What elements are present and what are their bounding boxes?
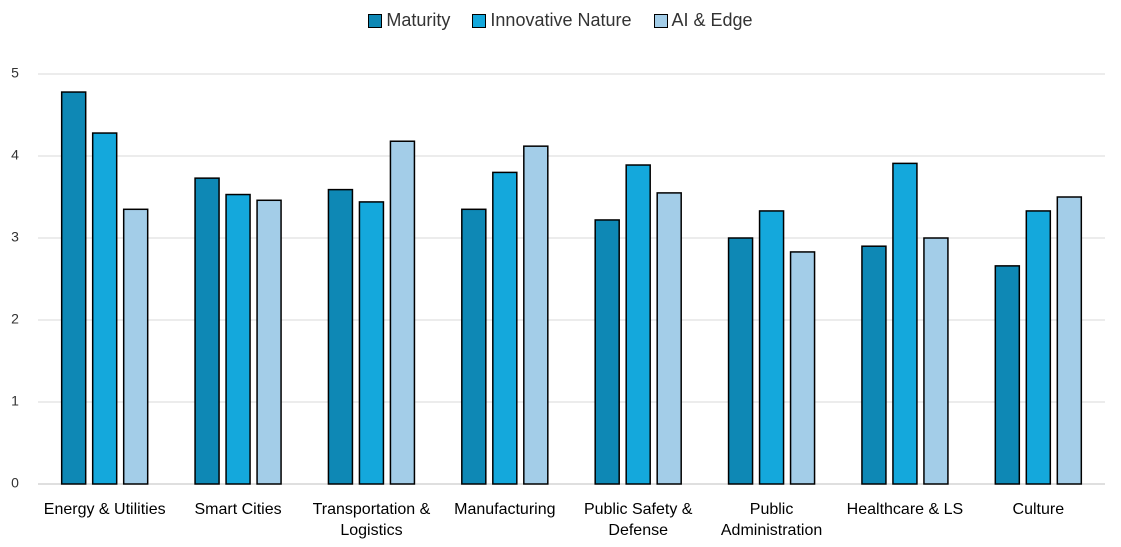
y-tick-label: 2 (11, 311, 19, 327)
bar (358, 201, 385, 485)
x-tick-label: Public Safety & Defense (583, 501, 693, 539)
bar (256, 199, 282, 485)
x-tick-label: Culture (1012, 501, 1065, 518)
bar (492, 171, 518, 485)
legend-swatch (653, 13, 668, 28)
legend-item: Innovative Nature (472, 10, 632, 31)
bar (789, 251, 816, 485)
legend-label: Innovative Nature (490, 10, 632, 30)
legend-label: Maturity (386, 10, 451, 30)
bar (727, 237, 754, 485)
bar (225, 193, 251, 485)
bar (861, 245, 887, 485)
bar (656, 192, 682, 485)
y-tick-label: 1 (11, 393, 19, 409)
x-tick-label: Public Administration (720, 501, 823, 539)
bar (461, 208, 487, 485)
bar (625, 164, 651, 485)
legend-swatch (472, 13, 487, 28)
legend-item: Maturity (368, 10, 450, 31)
x-tick-label: Smart Cities (194, 501, 282, 518)
bar (923, 237, 949, 485)
bar (523, 145, 549, 485)
bar (91, 132, 118, 485)
bar (994, 265, 1021, 485)
y-tick-label: 4 (11, 147, 19, 163)
bar (389, 140, 416, 485)
bar (60, 91, 87, 485)
y-tick-label: 5 (11, 65, 19, 81)
x-tick-label: Healthcare & LS (846, 501, 964, 518)
bar (892, 162, 918, 485)
x-tick-label: Transportation & Logistics (312, 501, 431, 539)
bar (594, 219, 620, 485)
x-tick-label: Manufacturing (454, 501, 556, 518)
bar (327, 188, 354, 485)
bar (1025, 210, 1052, 485)
bar (758, 210, 785, 485)
legend-label: AI & Edge (671, 10, 753, 30)
bar (194, 177, 220, 485)
x-tick-label: Energy & Utilities (43, 501, 166, 518)
legend-swatch (368, 13, 383, 28)
bar (1056, 196, 1083, 485)
y-tick-label: 3 (11, 229, 19, 245)
bar (122, 208, 149, 485)
legend: Maturity Innovative Nature AI & Edge (0, 10, 1121, 31)
y-tick-label: 0 (11, 475, 19, 491)
legend-item: AI & Edge (653, 10, 753, 31)
